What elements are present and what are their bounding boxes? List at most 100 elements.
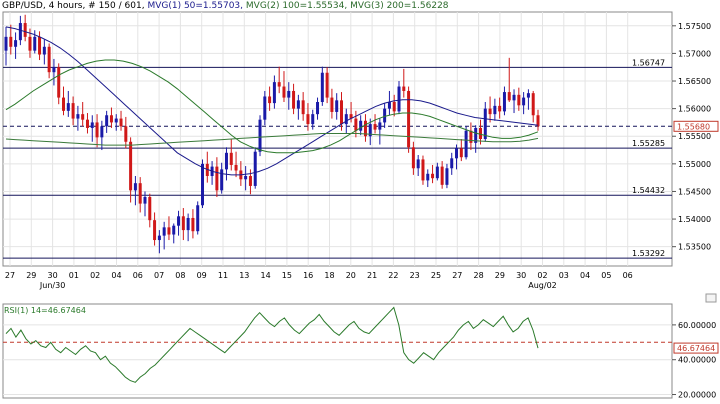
- candle-body: [526, 93, 530, 98]
- candle-body: [397, 86, 401, 112]
- candle-body: [66, 103, 70, 111]
- x-axis-label: 09: [197, 271, 207, 280]
- rsi-y-tick-label: 20.00000: [678, 391, 716, 400]
- candle-body: [52, 67, 56, 73]
- candle-body: [196, 205, 200, 232]
- x-axis-label: 30: [48, 271, 58, 280]
- candle-body: [234, 164, 238, 171]
- candle-body: [469, 130, 473, 143]
- candle-body: [359, 120, 363, 131]
- level-label: 1.55285: [632, 139, 665, 148]
- x-axis-label: 07: [154, 271, 164, 280]
- level-label: 1.54432: [632, 186, 665, 195]
- price-panel: 1.57500 1.57000 1.56500 1.56000 1.55500 1.550…: [2, 11, 719, 303]
- candle-body: [421, 159, 425, 181]
- candle-body: [133, 183, 137, 191]
- candle-body: [363, 120, 367, 137]
- price-y-tick-label: 1.57000: [678, 49, 711, 58]
- current-price-tag: [673, 120, 719, 132]
- candle-body: [9, 36, 13, 47]
- candle-body: [344, 114, 348, 125]
- candle-body: [129, 141, 133, 191]
- candle-body: [373, 124, 377, 130]
- rsi-value-label: 46.67464: [677, 344, 715, 353]
- candle-body: [320, 72, 324, 103]
- panel-handle-icon: [705, 293, 717, 303]
- candle-body: [177, 216, 181, 226]
- timeframe-label: , 4 hours, # 150 / 601,: [42, 1, 145, 11]
- current-price-label: 1.55680: [677, 122, 710, 131]
- candle-body: [301, 100, 305, 115]
- candle-body: [339, 100, 343, 125]
- x-axis-label: 29: [26, 271, 36, 280]
- candle-body: [191, 217, 195, 232]
- candle-body: [392, 102, 396, 112]
- candle-body: [368, 124, 372, 137]
- candle-body: [253, 151, 257, 186]
- price-y-tick-label: 1.54500: [678, 187, 711, 196]
- candle-body: [292, 90, 296, 109]
- candle-body: [488, 108, 492, 115]
- candle-body: [378, 122, 382, 130]
- x-axis-label: 16: [303, 271, 313, 280]
- x-axis-label: 14: [261, 271, 271, 280]
- candle-body: [100, 126, 104, 138]
- candle-body: [109, 115, 113, 123]
- candle-body: [143, 196, 147, 204]
- candle-body: [354, 118, 358, 131]
- candle-body: [167, 227, 171, 235]
- candle-body: [387, 102, 391, 109]
- x-axis-label: 06: [133, 271, 143, 280]
- candle-body: [478, 127, 482, 139]
- level-label: 1.53292: [632, 249, 665, 258]
- price-plot-area: [2, 11, 673, 267]
- x-axis-label: 04: [111, 271, 121, 280]
- candle-body: [148, 196, 152, 221]
- candle-body: [172, 225, 176, 235]
- candle-body: [71, 103, 75, 119]
- rsi-value-tag: [673, 342, 719, 354]
- candle-body: [157, 235, 161, 241]
- x-axis-label: 28: [474, 271, 484, 280]
- candle-body: [483, 108, 487, 139]
- candle-body: [306, 114, 310, 125]
- candle-body: [455, 148, 459, 159]
- candle-body: [517, 94, 521, 106]
- candle-body: [81, 114, 85, 120]
- x-axis-label: 08: [175, 271, 185, 280]
- candle-body: [114, 118, 118, 123]
- candle-body: [493, 105, 497, 115]
- candle-body: [440, 166, 444, 185]
- candle-body: [311, 114, 315, 125]
- price-y-tick-label: 1.53500: [678, 243, 711, 252]
- x-axis-label: 15: [282, 271, 292, 280]
- candle-body: [47, 46, 51, 73]
- candle-body: [90, 122, 94, 128]
- rsi-y-tick-label: 60.00000: [678, 321, 716, 330]
- x-axis-label: 22: [388, 271, 398, 280]
- candle-body: [186, 217, 190, 231]
- candle-body: [138, 183, 142, 204]
- candle-body: [411, 147, 415, 169]
- x-axis-label: 27: [452, 271, 462, 280]
- candle-body: [522, 97, 526, 106]
- candle-body: [282, 86, 286, 98]
- candle-body: [464, 130, 468, 158]
- candle-body: [502, 92, 506, 112]
- ma2-label: MVG(2) 100=1.55534,: [245, 1, 348, 11]
- x-axis-label: 30: [516, 271, 526, 280]
- candle-body: [349, 114, 353, 119]
- candle-body: [277, 82, 281, 87]
- candle-body: [287, 90, 291, 98]
- x-axis-label: 29: [495, 271, 505, 280]
- candle-body: [416, 159, 420, 169]
- candle-body: [105, 115, 109, 127]
- price-y-tick-label: 1.56000: [678, 105, 711, 114]
- level-label: 1.56747: [632, 58, 665, 67]
- candle-body: [263, 96, 267, 120]
- candle-body: [272, 82, 276, 104]
- candle-body: [248, 175, 252, 186]
- x-axis-label: 06: [623, 271, 633, 280]
- x-axis-sublabel: Jun/30: [39, 281, 65, 290]
